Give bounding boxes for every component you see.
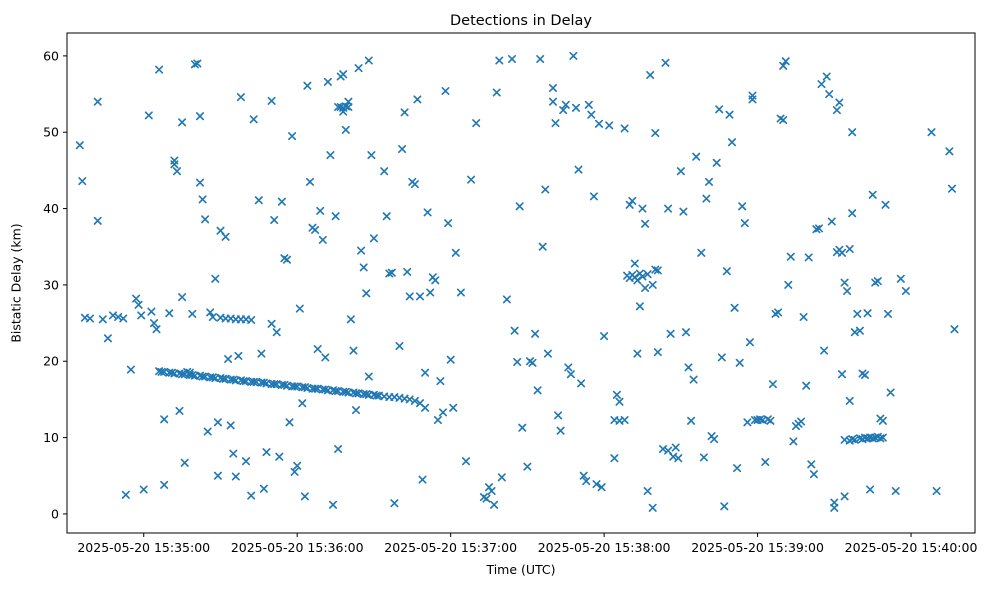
y-tick-label: 0 [51,506,59,521]
y-tick-label: 40 [43,201,59,216]
x-tick-label: 2025-05-20 15:39:00 [691,540,824,555]
x-tick-label: 2025-05-20 15:40:00 [845,540,978,555]
y-tick-label: 20 [43,354,59,369]
x-tick-label: 2025-05-20 15:38:00 [538,540,671,555]
chart-title: Detections in Delay [449,13,592,29]
data-points [75,51,959,512]
y-tick-label: 60 [43,48,59,63]
y-tick-label: 10 [43,430,59,445]
plot-spines [66,32,976,534]
y-tick-label: 30 [43,277,59,292]
x-axis-label: Time (UTC) [486,562,556,577]
x-tick-label: 2025-05-20 15:35:00 [77,540,210,555]
x-tick-label: 2025-05-20 15:36:00 [231,540,364,555]
x-tick-label: 2025-05-20 15:37:00 [384,540,517,555]
y-tick-label: 50 [43,125,59,140]
